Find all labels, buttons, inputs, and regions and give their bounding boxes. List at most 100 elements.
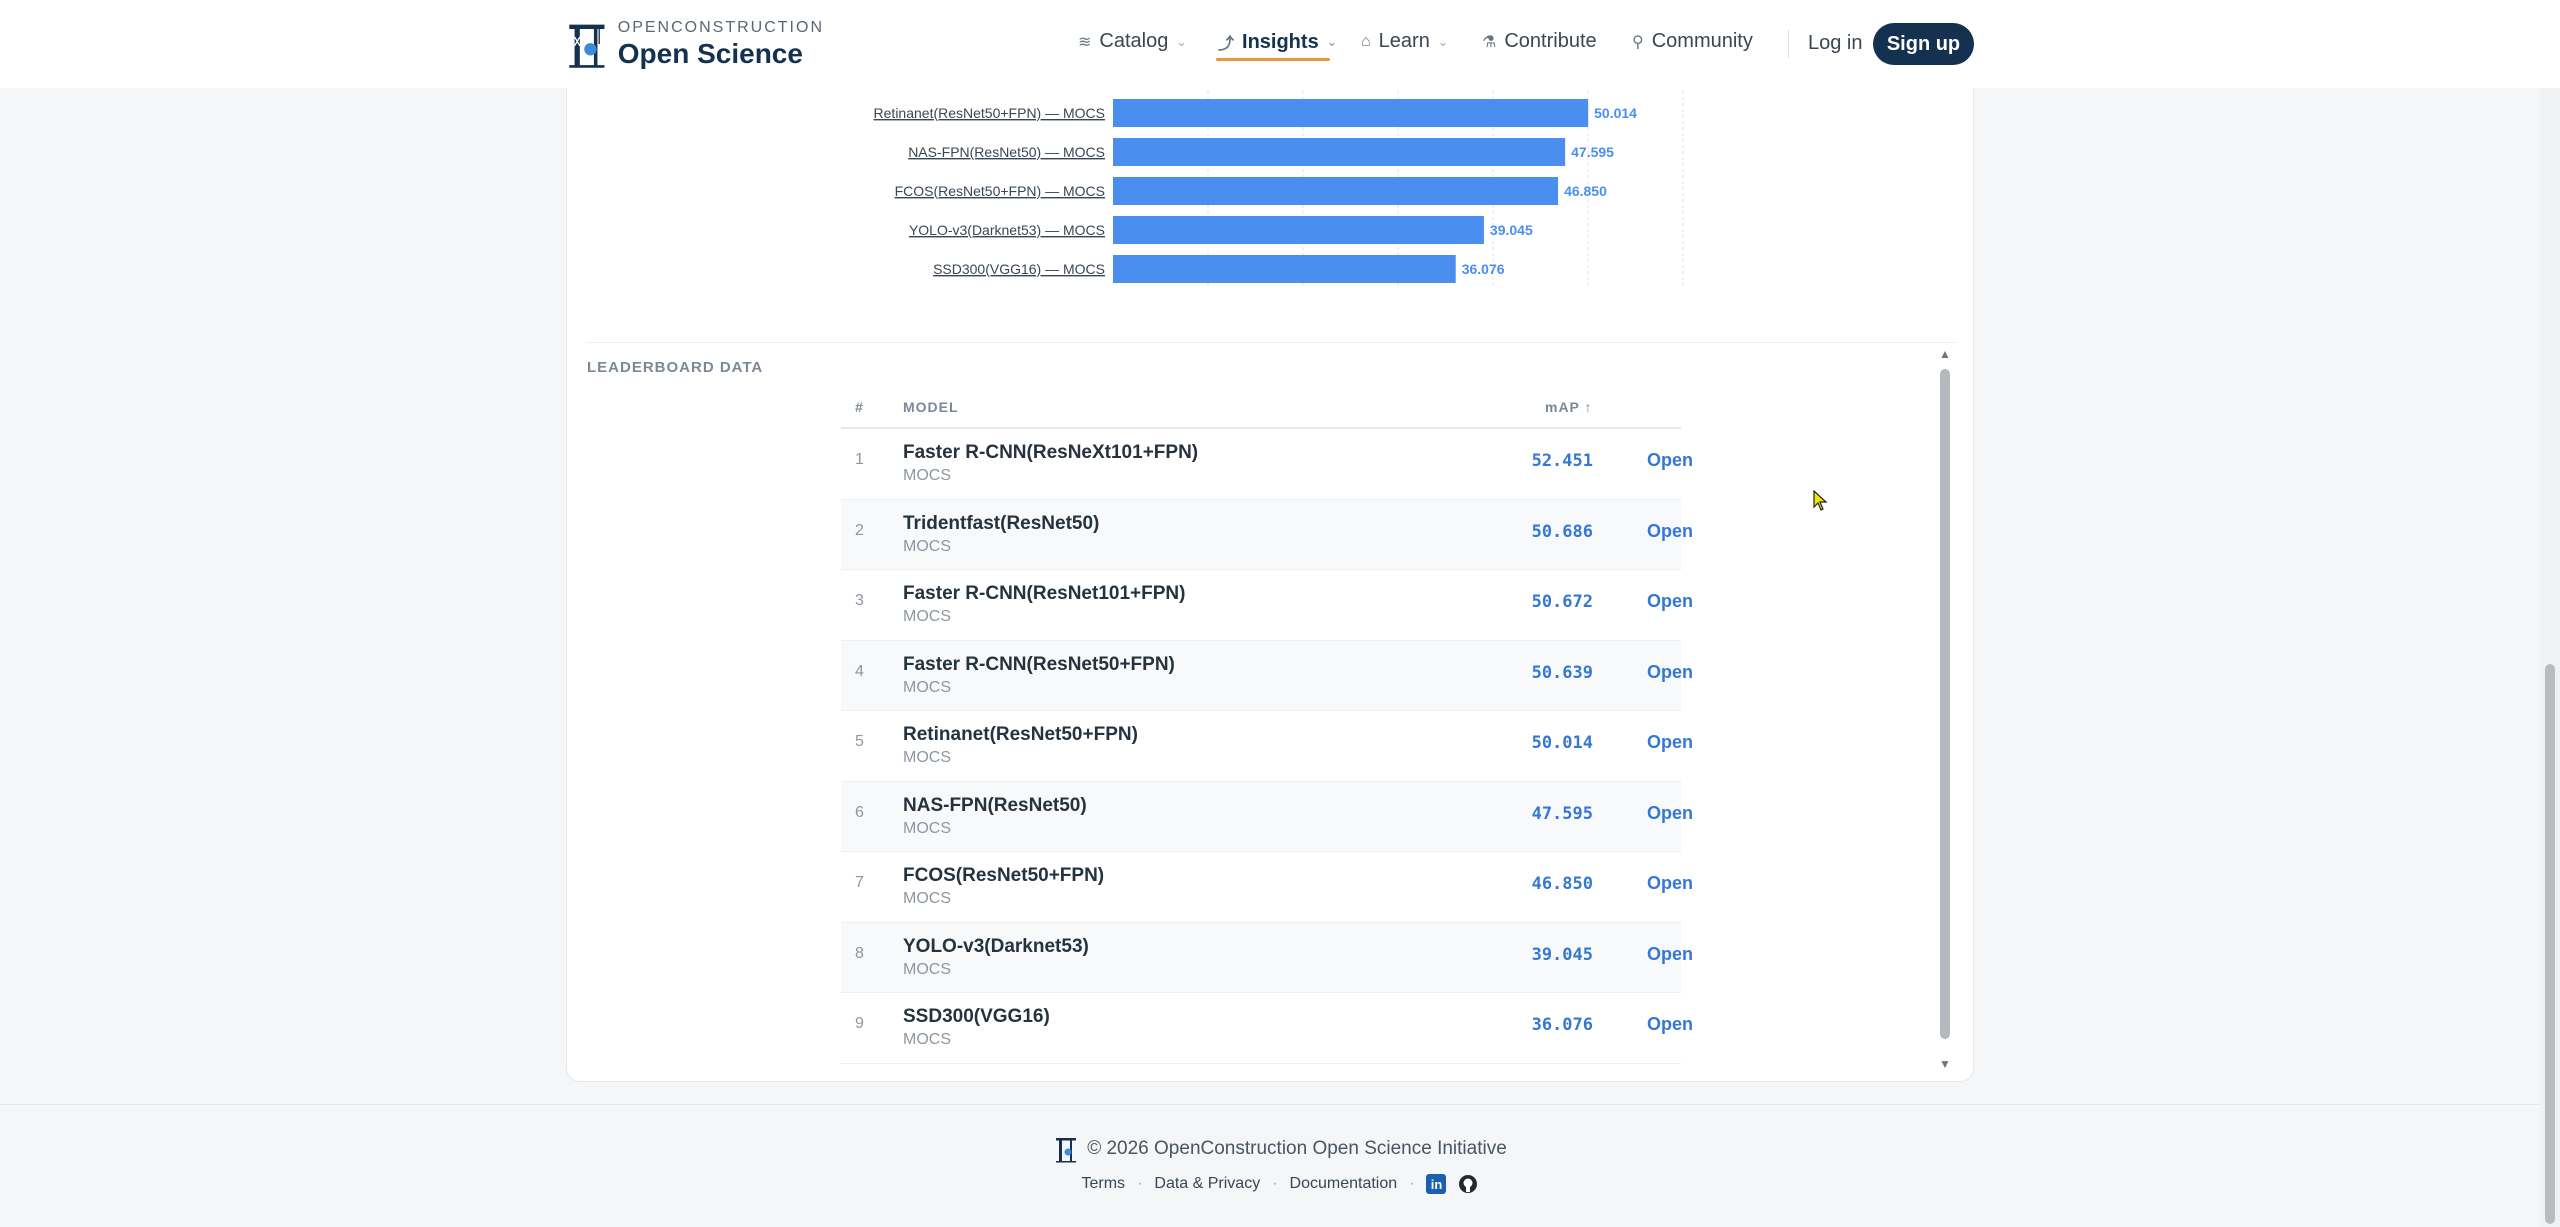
nav-catalog[interactable]: ≋ Catalog ⌄ <box>1078 30 1186 53</box>
row-model-name: Tridentfast(ResNet50) <box>903 512 1100 534</box>
leaderboard-card: Retinanet(ResNet50+FPN) — MOCS 50.014 NAS-… <box>566 60 1974 1082</box>
table-row[interactable]: 4 Faster R-CNN(ResNet50+FPN) MOCS 50.639 Ope… <box>841 640 1693 711</box>
row-score: 36.076 <box>1531 1015 1593 1035</box>
row-dataset: MOCS <box>903 890 951 907</box>
nav-contribute[interactable]: ⚗ Contribute <box>1482 30 1597 53</box>
chart-value-label: 36.076 <box>1462 261 1505 277</box>
row-model-name: Retinanet(ResNet50+FPN) <box>903 724 1138 745</box>
chevron-down-icon: ⌄ <box>1437 34 1448 49</box>
chart-svg: Retinanet(ResNet50+FPN) — MOCS 50.014 NAS-… <box>874 91 1684 287</box>
flask-icon: ⚗ <box>1482 33 1497 51</box>
chart-bar[interactable] <box>1113 255 1456 283</box>
row-dataset: MOCS <box>903 960 951 978</box>
leaderboard-title: LEADERBOARD DATA <box>587 359 764 376</box>
footer-separator: · <box>1409 1175 1415 1192</box>
site-logo[interactable]: OPENCONSTRUCTION Open Science <box>564 16 824 72</box>
table-row[interactable]: 3 Faster R-CNN(ResNet101+FPN) MOCS 50.672 Op… <box>841 570 1693 641</box>
table-body: 1 Faster R-CNN(ResNeXt101+FPN) MOCS 52.451 O… <box>841 429 1693 1064</box>
footer-separator: · <box>1272 1175 1278 1192</box>
row-model-name: SSD300(VGG16) <box>903 1006 1050 1027</box>
row-score: 50.014 <box>1531 733 1593 753</box>
chart-bar[interactable] <box>1113 138 1566 166</box>
footer-link-privacy[interactable]: Data & Privacy <box>1154 1175 1261 1192</box>
table-scrollbar[interactable]: ▲ ▼ <box>1937 347 1953 1073</box>
nav-contribute-label: Contribute <box>1504 30 1597 52</box>
table-row[interactable]: 8 YOLO-v3(Darknet53) MOCS 39.045 Open <box>841 922 1693 993</box>
logo-title: Open Science <box>617 38 803 69</box>
table-header: # MODEL mAP ↑ <box>841 387 1681 429</box>
footer-link-documentation[interactable]: Documentation <box>1289 1175 1398 1192</box>
scroll-down-arrow-icon[interactable]: ▼ <box>1939 1057 1951 1071</box>
row-rank: 8 <box>855 944 864 962</box>
table-row[interactable]: 2 Tridentfast(ResNet50) MOCS 50.686 Open <box>841 499 1693 570</box>
header-model[interactable]: MODEL <box>903 399 959 415</box>
table-row[interactable]: 9 SSD300(VGG16) MOCS 36.076 Open <box>841 993 1693 1064</box>
row-dataset: MOCS <box>903 678 951 696</box>
linkedin-icon[interactable]: in <box>1426 1174 1447 1194</box>
leaderboard-table: # MODEL mAP ↑ 1 Faster R-CNN(ResNeXt101+F… <box>841 387 1693 1064</box>
table-row[interactable]: 1 Faster R-CNN(ResNeXt101+FPN) MOCS 52.451 O… <box>841 429 1693 500</box>
row-score: 46.850 <box>1531 874 1593 894</box>
footer-separator: · <box>1137 1175 1143 1192</box>
scrollbar-thumb[interactable] <box>1940 369 1950 1039</box>
chart-bar[interactable] <box>1113 177 1559 205</box>
chart-category-label[interactable]: SSD300(VGG16) — MOCS <box>933 261 1105 277</box>
footer-copyright: © 2026 OpenConstruction Open Science Ini… <box>1040 1134 1520 1164</box>
row-open-link[interactable]: Open <box>1647 802 1694 823</box>
chart-value-label: 46.850 <box>1564 183 1607 199</box>
row-rank: 2 <box>855 521 864 539</box>
table-row[interactable]: 7 FCOS(ResNet50+FPN) MOCS 46.850 Open <box>841 852 1693 923</box>
header-metric[interactable]: mAP ↑ <box>1545 399 1593 415</box>
layers-icon: ≋ <box>1078 33 1092 51</box>
row-open-link[interactable]: Open <box>1647 450 1694 470</box>
row-rank: 3 <box>855 592 864 609</box>
row-open-link[interactable]: Open <box>1647 661 1694 682</box>
row-open-link[interactable]: Open <box>1647 732 1694 752</box>
signup-button[interactable]: Sign up <box>1873 23 1974 65</box>
row-score: 50.639 <box>1531 662 1593 683</box>
row-open-link[interactable]: Open <box>1647 873 1694 893</box>
chart-bar[interactable] <box>1113 216 1484 244</box>
row-model-name: NAS-FPN(ResNet50) <box>903 794 1087 816</box>
page-scrollbar-thumb[interactable] <box>2545 664 2555 1224</box>
table-row[interactable]: 6 NAS-FPN(ResNet50) MOCS 47.595 Open <box>841 781 1693 852</box>
row-open-link[interactable]: Open <box>1647 520 1694 541</box>
logo-subtitle: OPENCONSTRUCTION <box>617 19 824 36</box>
footer-divider <box>0 1104 2540 1105</box>
leaderboard-bar-chart: Retinanet(ResNet50+FPN) — MOCS 50.014 NAS-… <box>567 61 1975 291</box>
mouse-cursor-icon <box>1813 490 1828 511</box>
nav-community[interactable]: ⚲ Community <box>1632 30 1753 53</box>
top-navbar: OPENCONSTRUCTION Open Science ≋ Catalog … <box>0 0 2560 88</box>
footer-link-terms[interactable]: Terms <box>1081 1175 1126 1192</box>
page-scrollbar[interactable] <box>2540 0 2560 1227</box>
row-open-link[interactable]: Open <box>1647 591 1694 611</box>
nav-catalog-label: Catalog <box>1099 30 1169 52</box>
chevron-down-icon: ⌄ <box>1176 34 1187 49</box>
row-rank: 5 <box>855 733 864 750</box>
github-icon[interactable] <box>1458 1174 1478 1194</box>
copyright-text: © 2026 OpenConstruction Open Science Ini… <box>1087 1138 1507 1159</box>
row-open-link[interactable]: Open <box>1647 1014 1694 1034</box>
section-divider <box>587 342 1955 343</box>
row-score: 50.672 <box>1531 592 1593 612</box>
row-dataset: MOCS <box>903 467 951 484</box>
row-open-link[interactable]: Open <box>1647 943 1694 964</box>
chevron-down-icon: ⌄ <box>1326 35 1337 49</box>
chart-category-label[interactable]: NAS-FPN(ResNet50) — MOCS <box>908 144 1105 160</box>
row-score: 47.595 <box>1531 803 1593 824</box>
trend-icon: ⤴ <box>1218 36 1235 53</box>
chart-bar[interactable] <box>1113 99 1589 127</box>
nav-insights-label: Insights <box>1242 30 1319 53</box>
scroll-up-arrow-icon[interactable]: ▲ <box>1939 347 1951 361</box>
chart-category-label[interactable]: YOLO-v3(Darknet53) — MOCS <box>909 222 1105 238</box>
login-link[interactable]: Log in <box>1808 32 1863 54</box>
table-row[interactable]: 5 Retinanet(ResNet50+FPN) MOCS 50.014 Open <box>841 711 1693 782</box>
nav-learn[interactable]: ⌂ Learn ⌄ <box>1361 30 1448 53</box>
nav-insights[interactable]: ⤴ Insights ⌄ <box>1218 30 1337 54</box>
chart-category-label[interactable]: Retinanet(ResNet50+FPN) — MOCS <box>874 105 1105 121</box>
nav-community-label: Community <box>1651 30 1753 52</box>
chart-category-label[interactable]: FCOS(ResNet50+FPN) — MOCS <box>895 183 1105 199</box>
row-dataset: MOCS <box>903 819 951 837</box>
row-model-name: Faster R-CNN(ResNet50+FPN) <box>903 653 1175 675</box>
crane-logo-icon <box>1056 1138 1077 1163</box>
